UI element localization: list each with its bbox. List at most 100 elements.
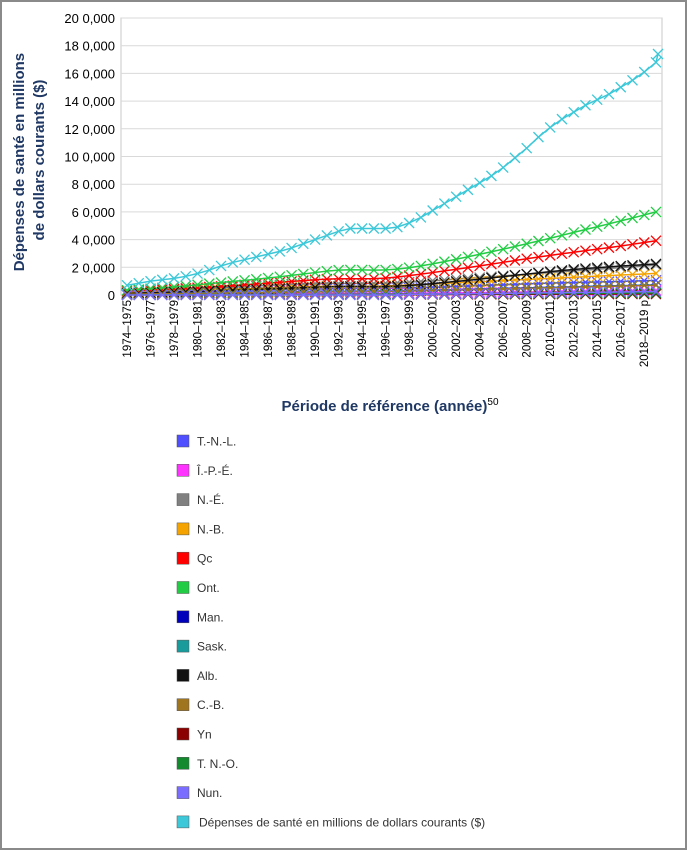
data-point xyxy=(509,287,521,299)
data-point xyxy=(450,288,462,300)
x-tick-label: 2010–2011 xyxy=(545,300,557,357)
legend-label: Î.-P.-É. xyxy=(196,463,233,478)
data-point xyxy=(250,287,262,299)
data-point xyxy=(333,281,345,293)
data-point xyxy=(286,269,298,281)
data-point xyxy=(485,258,497,270)
data-point xyxy=(627,286,638,298)
data-point xyxy=(591,221,603,233)
data-point xyxy=(591,243,603,255)
x-tick-label: 1978–1979 xyxy=(169,300,181,358)
data-point xyxy=(556,265,568,276)
data-point xyxy=(239,287,251,299)
data-point xyxy=(415,288,427,300)
data-point xyxy=(638,66,650,78)
data-point xyxy=(215,277,227,288)
legend-item: Alb. xyxy=(176,669,218,683)
y-tick-label: 0 xyxy=(108,288,115,303)
data-point xyxy=(368,289,380,301)
data-point xyxy=(580,99,591,111)
y-axis-title-line1: Dépenses de santé en millions xyxy=(11,53,28,271)
data-point xyxy=(450,263,462,275)
data-point xyxy=(627,287,638,299)
data-point xyxy=(438,277,450,288)
data-point xyxy=(121,289,133,301)
data-point xyxy=(462,251,474,263)
x-tick-label: 2008–2009 xyxy=(522,300,534,358)
legend-item: N.-É. xyxy=(176,492,224,507)
data-point xyxy=(580,271,591,283)
y-axis-title: Dépenses de santé en millions de dollars… xyxy=(11,49,48,272)
x-tick-label: 1986–1987 xyxy=(263,300,275,358)
data-point xyxy=(427,258,439,270)
data-point xyxy=(450,253,462,265)
data-point xyxy=(415,268,427,280)
legend-label: C.-B. xyxy=(197,698,224,712)
data-point xyxy=(591,270,603,282)
data-point xyxy=(239,274,251,286)
data-point xyxy=(474,273,486,285)
data-point xyxy=(474,248,486,260)
legend-label: N.-É. xyxy=(197,492,224,507)
data-point xyxy=(615,287,627,299)
data-point xyxy=(591,287,603,299)
data-point xyxy=(462,274,474,286)
data-point xyxy=(297,289,309,301)
data-point xyxy=(227,275,239,287)
data-point xyxy=(497,283,509,295)
legend-swatch xyxy=(176,434,190,448)
data-point xyxy=(462,262,474,274)
data-point xyxy=(497,287,509,299)
y-tick-label: 2 0,000 xyxy=(72,260,115,275)
x-tick-label: 2018–2019 p xyxy=(639,300,651,367)
x-tick-label: 2012–2013 xyxy=(569,300,581,358)
data-point xyxy=(638,260,650,272)
x-tick-label: 1990–1991 xyxy=(310,300,322,358)
series-13 xyxy=(121,48,664,291)
data-point xyxy=(509,283,521,295)
data-point xyxy=(627,212,638,224)
data-point xyxy=(497,271,509,283)
data-point xyxy=(309,267,321,279)
legend-swatch xyxy=(176,464,190,477)
y-tick-label: 4 0,000 xyxy=(72,233,115,248)
data-point xyxy=(650,287,662,299)
data-point xyxy=(180,288,192,299)
data-point xyxy=(615,81,627,93)
data-point xyxy=(380,272,392,284)
data-point xyxy=(650,206,662,218)
series-line xyxy=(126,263,657,295)
x-tick-label: 2014–2015 xyxy=(592,300,604,358)
data-point xyxy=(544,266,556,278)
x-tick-label: 2000–2001 xyxy=(428,300,440,358)
series-5 xyxy=(121,206,662,296)
x-tick-label: 1976–1977 xyxy=(146,300,158,358)
data-point xyxy=(297,268,309,280)
data-point xyxy=(521,268,533,280)
data-point xyxy=(427,267,439,279)
data-point xyxy=(321,229,333,241)
data-point xyxy=(474,177,486,189)
data-point xyxy=(391,280,403,292)
x-tick-label: 1980–1981 xyxy=(193,300,205,358)
data-point xyxy=(638,237,650,248)
data-point xyxy=(438,288,450,300)
data-point xyxy=(356,273,368,285)
legend-swatch xyxy=(176,581,190,594)
data-point xyxy=(403,288,415,300)
data-point xyxy=(485,170,497,182)
data-point xyxy=(638,268,650,280)
data-point xyxy=(532,287,544,299)
data-point xyxy=(438,198,450,210)
data-point xyxy=(239,279,251,291)
data-point xyxy=(380,281,392,293)
data-point xyxy=(309,289,321,301)
data-point xyxy=(215,289,227,301)
data-point xyxy=(333,264,345,276)
data-point xyxy=(627,238,638,250)
data-point xyxy=(627,259,638,271)
data-point xyxy=(286,289,298,301)
data-point xyxy=(227,289,239,301)
legend: T.-N.-L. Î.-P.-É. N.-É. N.-B. Qc Ont. Man. Sask… xyxy=(176,434,485,829)
legend-item: T. N.-O. xyxy=(176,757,238,771)
